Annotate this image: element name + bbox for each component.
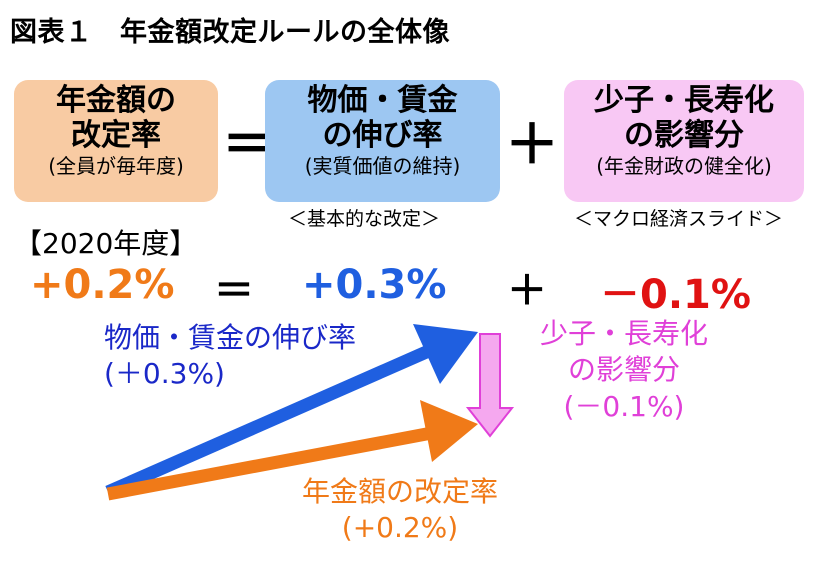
pension-rate-line2: 改定率 [71,117,161,153]
values-plus: ＋ [507,268,547,314]
price-wage-line1: 物価・賃金 [307,83,458,118]
pension-rate-box: 年金額の 改定率 (全員が毎年度) [14,80,218,202]
demographic-label-line1: 少子・長寿化 [539,317,708,350]
price-wage-arrow [105,324,478,498]
demographic-label-line3: (－0.1%) [563,389,685,423]
price-wage-sub: (実質価値の維持) [304,154,461,178]
price-wage-box: 物価・賃金 の伸び率 (実質価値の維持) [265,80,500,202]
price-wage-label-line1: 物価・賃金の伸び率 [104,321,357,354]
plus-sign: ＋ [505,113,559,176]
values-equals: ＝ [214,268,254,314]
demographic-line1: 少子・長寿化 [594,83,774,118]
price-wage-label-line2: (＋0.3%) [104,357,225,391]
price-wage-arrow-label: 物価・賃金の伸び率 (＋0.3%) [104,320,356,393]
pension-label-line2: (+0.2%) [341,511,459,545]
demographic-box: 少子・長寿化 の影響分 (年金財政の健全化) [564,80,804,202]
demographic-sub: (年金財政の健全化) [596,154,772,178]
demographic-arrow [465,333,515,438]
pension-label-line1: 年金額の改定率 [301,475,498,508]
demographic-value: －0.1% [600,272,751,318]
page-title: 図表１ 年金額改定ルールの全体像 [10,17,450,48]
pension-arrow-label: 年金額の改定率 (+0.2%) [260,474,540,547]
pension-rate-sub: (全員が毎年度) [48,154,184,178]
demographic-label-line2: の影響分 [567,353,680,387]
year-label: 【2020年度】 [14,227,198,260]
pension-arrow [106,400,478,501]
demographic-arrow-label: 少子・長寿化 の影響分 (－0.1%) [514,316,734,425]
demographic-caption: ＜マクロ経済スライド＞ [574,208,784,230]
price-wage-value: +0.3% [302,262,447,308]
demographic-line2: の影響分 [624,117,744,153]
pension-value: +0.2% [30,262,175,308]
price-wage-caption: ＜基本的な改定＞ [288,208,441,230]
price-wage-line2: の伸び率 [322,117,443,153]
pension-rate-line1: 年金額の [56,83,176,118]
